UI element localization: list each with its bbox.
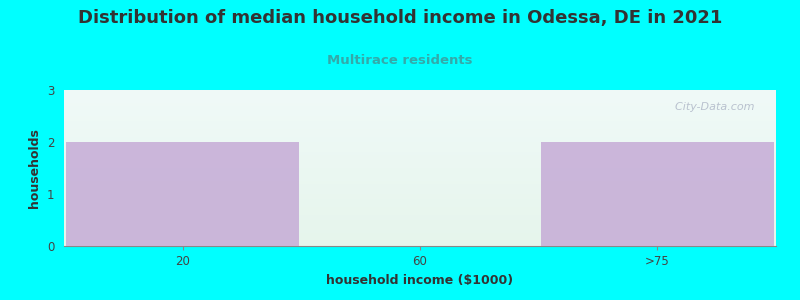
Text: Distribution of median household income in Odessa, DE in 2021: Distribution of median household income …	[78, 9, 722, 27]
Bar	[66, 142, 299, 246]
Text: City-Data.com: City-Data.com	[668, 103, 754, 112]
Text: Multirace residents: Multirace residents	[327, 54, 473, 67]
X-axis label: household income ($1000): household income ($1000)	[326, 274, 514, 286]
Bar	[541, 142, 774, 246]
Y-axis label: households: households	[28, 128, 42, 208]
